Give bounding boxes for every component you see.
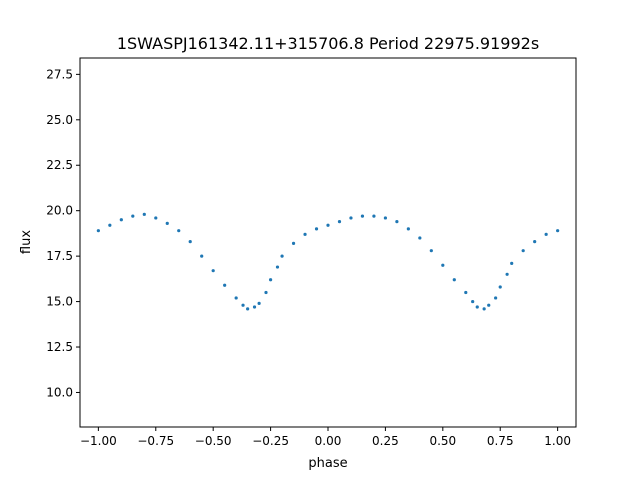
y-tick-label: 20.0 (46, 204, 73, 218)
data-point (223, 283, 227, 287)
data-point (314, 227, 319, 231)
data-point (337, 220, 342, 224)
data-point (268, 278, 273, 282)
data-point (429, 249, 433, 253)
data-point (142, 212, 146, 216)
data-point (372, 214, 376, 218)
data-point (303, 232, 307, 236)
data-point (349, 216, 353, 220)
chart-title: 1SWASPJ161342.11+315706.8 Period 22975.9… (117, 34, 539, 53)
data-point (154, 216, 158, 220)
x-axis-label: phase (308, 456, 347, 471)
x-tick-label: 1.00 (544, 434, 571, 448)
data-point (441, 263, 445, 267)
plot-frame (79, 57, 577, 428)
data-point (418, 236, 422, 240)
x-tick-label: 0.50 (429, 434, 456, 448)
data-point (464, 290, 468, 295)
y-axis-ticks: 10.0 12.5 15.0 17.5 20.0 22.5 25.0 27.5 (46, 67, 80, 399)
data-point (234, 296, 238, 300)
data-point (482, 307, 486, 311)
x-tick-label: 0.75 (487, 434, 514, 448)
data-point (533, 239, 537, 244)
data-point (326, 223, 330, 227)
data-point (505, 272, 509, 276)
data-point (264, 290, 268, 295)
data-point (406, 227, 410, 231)
data-point (241, 303, 245, 307)
y-tick-label: 17.5 (46, 249, 73, 263)
data-point (119, 218, 123, 222)
data-point (452, 278, 456, 282)
y-axis-label: flux (19, 230, 34, 254)
data-point (556, 229, 560, 233)
data-point (395, 220, 399, 224)
data-point (475, 305, 479, 309)
x-tick-label: 0.00 (315, 434, 342, 448)
data-point (165, 221, 169, 226)
data-point (498, 285, 502, 289)
data-point (96, 229, 100, 233)
data-point (252, 305, 257, 309)
y-tick-label: 22.5 (46, 158, 73, 172)
y-tick-label: 15.0 (46, 295, 73, 309)
y-tick-label: 12.5 (46, 340, 73, 354)
data-point (177, 229, 181, 233)
data-point (280, 254, 284, 258)
y-tick-label: 25.0 (46, 113, 73, 127)
data-point (471, 299, 475, 304)
data-point (246, 307, 250, 311)
x-tick-label: −0.25 (252, 434, 289, 448)
data-points (96, 212, 560, 311)
data-point (360, 214, 365, 218)
data-point (487, 303, 491, 307)
data-point (200, 254, 204, 258)
data-point (291, 241, 296, 246)
data-point (211, 269, 215, 273)
x-axis-ticks: −1.00 −0.75 −0.50 −0.25 0.00 0.25 0.50 0.75 1.00 (80, 427, 571, 448)
data-point (108, 223, 112, 227)
y-tick-label: 27.5 (46, 67, 73, 81)
x-tick-label: −0.75 (137, 434, 174, 448)
data-point (521, 249, 525, 253)
data-point (275, 265, 280, 269)
data-point (494, 296, 498, 300)
data-point (131, 214, 135, 218)
data-point (188, 239, 192, 244)
data-point (257, 301, 261, 305)
data-point (544, 232, 548, 236)
x-tick-label: −1.00 (80, 434, 117, 448)
x-tick-label: −0.50 (195, 434, 232, 448)
y-tick-label: 10.0 (46, 385, 73, 399)
x-tick-label: 0.25 (372, 434, 399, 448)
data-point (383, 216, 388, 220)
data-point (510, 261, 514, 265)
